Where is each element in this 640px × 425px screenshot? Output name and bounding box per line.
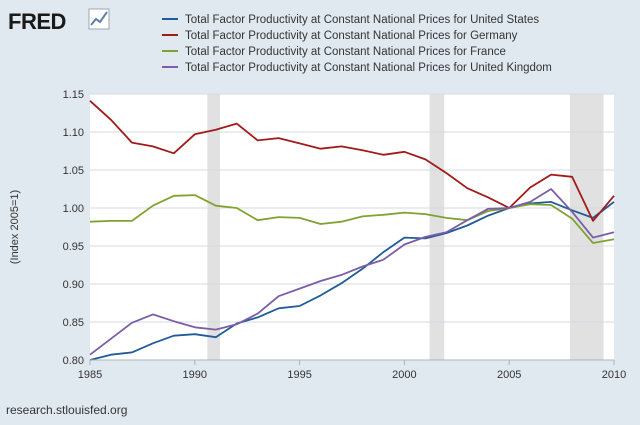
y-tick-label: 0.80 xyxy=(63,355,84,367)
series-line-1[interactable] xyxy=(89,100,615,222)
series-lines xyxy=(89,100,615,361)
y-tick-label: 0.85 xyxy=(63,317,84,329)
recession-bar-0 xyxy=(207,94,220,360)
x-tick-label: 1995 xyxy=(287,369,311,381)
y-tick-label: 1.05 xyxy=(63,165,84,177)
fred-logo: FRED xyxy=(8,8,110,34)
y-axis-ticks: 0.80 0.85 0.90 0.95 1.00 1.05 1.10 1.15 xyxy=(63,89,84,367)
legend-label-2[interactable]: Total Factor Productivity at Constant Na… xyxy=(185,46,506,58)
x-tick-label: 2010 xyxy=(602,369,626,381)
legend-label-3[interactable]: Total Factor Productivity at Constant Na… xyxy=(185,62,552,74)
x-tick-label: 1990 xyxy=(183,369,207,381)
y-tick-label: 1.15 xyxy=(63,89,84,101)
y-tick-label: 0.95 xyxy=(63,241,84,253)
y-tick-label: 0.90 xyxy=(63,279,84,291)
series-line-3[interactable] xyxy=(89,188,615,356)
x-tick-label: 2000 xyxy=(392,369,416,381)
recession-bar-2 xyxy=(569,94,604,360)
plot-area xyxy=(90,94,614,360)
y-tick-label: 1.00 xyxy=(63,203,84,215)
x-axis-ticks: 1985 1990 1995 2000 2005 2010 xyxy=(78,359,626,381)
y-axis-title: (Index 2005=1) xyxy=(9,190,21,264)
source-link[interactable]: research.stlouisfed.org xyxy=(6,403,127,417)
recession-shading xyxy=(207,94,604,360)
x-tick-label: 1985 xyxy=(78,369,102,381)
legend-label-0[interactable]: Total Factor Productivity at Constant Na… xyxy=(185,14,539,26)
y-tick-label: 1.10 xyxy=(63,127,84,139)
fred-logo-text: FRED xyxy=(8,9,66,34)
legend-label-1[interactable]: Total Factor Productivity at Constant Na… xyxy=(185,30,518,42)
x-tick-label: 2005 xyxy=(497,369,521,381)
series-line-2[interactable] xyxy=(89,194,615,244)
line-chart-icon xyxy=(88,8,110,30)
chart-legend: Total Factor Productivity at Constant Na… xyxy=(162,14,552,74)
recession-bar-1 xyxy=(429,94,445,360)
